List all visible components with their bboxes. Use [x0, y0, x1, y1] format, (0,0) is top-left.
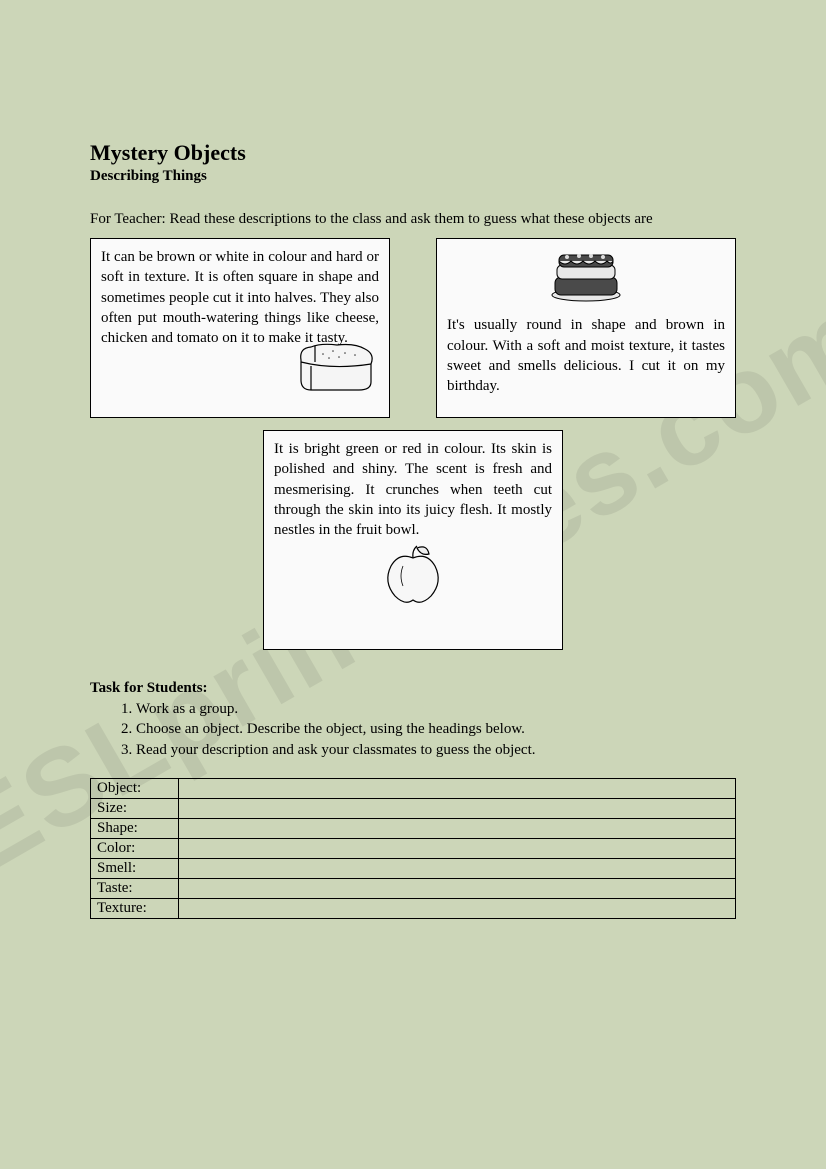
task-item: Work as a group. — [136, 699, 736, 719]
table-row: Smell: — [91, 858, 736, 878]
row-value — [179, 798, 736, 818]
card-text: It is bright green or red in colour. Its… — [274, 439, 552, 540]
row-label: Object: — [91, 778, 179, 798]
bread-icon — [101, 340, 379, 400]
mystery-card-bread: It can be brown or white in colour and h… — [90, 238, 390, 418]
mystery-card-cake: It's usually round in shape and brown in… — [436, 238, 736, 418]
row-value — [179, 838, 736, 858]
task-item: Choose an object. Describe the object, u… — [136, 719, 736, 739]
row-value — [179, 818, 736, 838]
card-text: It can be brown or white in colour and h… — [101, 247, 379, 348]
worksheet-page: Mystery Objects Describing Things For Te… — [0, 0, 826, 979]
row-label: Smell: — [91, 858, 179, 878]
table-row: Taste: — [91, 878, 736, 898]
row-value — [179, 858, 736, 878]
teacher-note: For Teacher: Read these descriptions to … — [90, 211, 736, 228]
table-row: Size: — [91, 798, 736, 818]
row-label: Texture: — [91, 898, 179, 918]
task-list: Work as a group. Choose an object. Descr… — [90, 699, 736, 760]
answer-table: Object: Size: Shape: Color: Smell: Taste… — [90, 778, 736, 919]
row-value — [179, 898, 736, 918]
row-value — [179, 878, 736, 898]
mystery-card-apple: It is bright green or red in colour. Its… — [263, 430, 563, 650]
cake-icon — [447, 247, 725, 309]
row-label: Color: — [91, 838, 179, 858]
task-heading: Task for Students: — [90, 680, 736, 697]
apple-icon — [274, 544, 552, 614]
task-item: Read your description and ask your class… — [136, 740, 736, 760]
table-row: Color: — [91, 838, 736, 858]
page-subtitle: Describing Things — [90, 168, 736, 185]
table-row: Object: — [91, 778, 736, 798]
table-row: Shape: — [91, 818, 736, 838]
row-label: Taste: — [91, 878, 179, 898]
table-row: Texture: — [91, 898, 736, 918]
row-label: Size: — [91, 798, 179, 818]
cards-row-top: It can be brown or white in colour and h… — [90, 238, 736, 418]
row-value — [179, 778, 736, 798]
page-title: Mystery Objects — [90, 140, 736, 166]
card-text: It's usually round in shape and brown in… — [447, 315, 725, 396]
row-label: Shape: — [91, 818, 179, 838]
